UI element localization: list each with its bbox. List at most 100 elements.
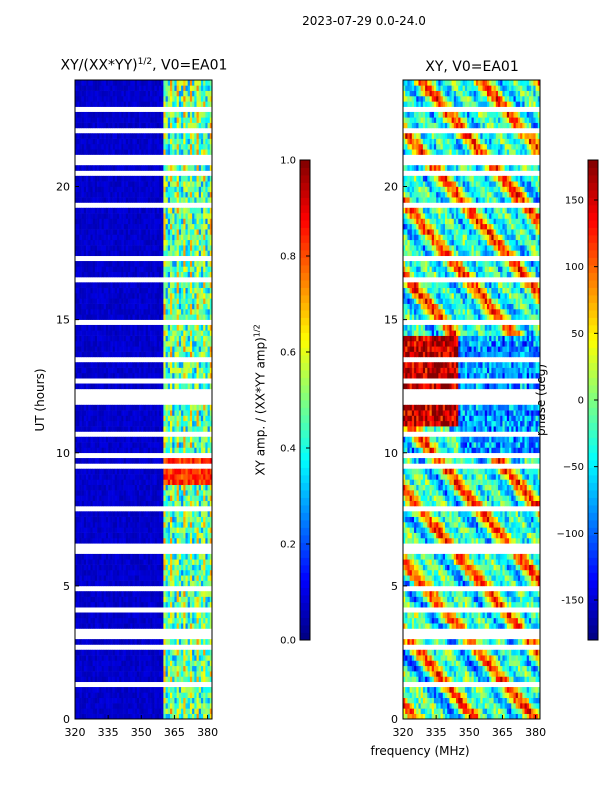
amp-heatmap-cell bbox=[181, 197, 184, 203]
amp-heatmap-cell bbox=[130, 426, 133, 432]
amp-heatmap-cell bbox=[134, 617, 138, 624]
amp-heatmap-cell bbox=[125, 287, 129, 294]
amp-heatmap-cell bbox=[141, 617, 144, 624]
amp-heatmap-cell bbox=[163, 415, 166, 422]
amp-heatmap-cell bbox=[103, 346, 107, 352]
amp-heatmap-cell bbox=[130, 479, 133, 486]
amp-heatmap-cell bbox=[119, 676, 122, 683]
amp-heatmap-cell bbox=[112, 692, 116, 699]
amp-heatmap-cell bbox=[156, 671, 160, 677]
amp-heatmap-cell bbox=[103, 287, 107, 294]
amp-heatmap-cell bbox=[167, 601, 171, 608]
amp-heatmap-cell bbox=[141, 367, 144, 374]
amp-heatmap-cell bbox=[92, 521, 96, 528]
amp-heatmap-cell bbox=[196, 346, 200, 352]
amp-heatmap-cell bbox=[101, 218, 105, 225]
amp-heatmap-cell bbox=[152, 447, 155, 454]
amp-heatmap-cell bbox=[79, 708, 82, 714]
amp-heatmap-cell bbox=[207, 532, 211, 539]
amp-heatmap-cell bbox=[86, 458, 89, 464]
amp-heatmap-cell bbox=[116, 346, 120, 352]
amp-heatmap-cell bbox=[192, 346, 195, 352]
amp-heatmap-cell bbox=[125, 308, 129, 315]
amp-heatmap-cell bbox=[108, 708, 111, 714]
amp-heatmap-cell bbox=[178, 612, 182, 619]
amp-heatmap-cell bbox=[128, 559, 131, 565]
amp-heatmap-cell bbox=[81, 191, 85, 198]
amp-heatmap-cell bbox=[178, 340, 182, 347]
amp-heatmap-cell bbox=[77, 346, 80, 352]
amp-heatmap-cell bbox=[170, 261, 173, 267]
amp-heatmap-cell bbox=[189, 601, 193, 608]
amp-heatmap-cell bbox=[110, 426, 113, 432]
amp-heatmap-cell bbox=[154, 537, 158, 544]
amp-heatmap-cell bbox=[114, 346, 118, 352]
amp-heatmap-cell bbox=[128, 271, 131, 278]
amp-heatmap-cell bbox=[147, 575, 151, 581]
amp-heatmap-cell bbox=[81, 703, 85, 709]
amp-heatmap-cell bbox=[86, 495, 89, 501]
amp-heatmap-cell bbox=[79, 346, 82, 352]
amp-heatmap-cell bbox=[150, 330, 153, 336]
amp-heatmap-cell bbox=[103, 239, 107, 246]
amp-heatmap-cell bbox=[158, 234, 162, 241]
amp-heatmap-cell bbox=[156, 484, 160, 491]
amp-heatmap-cell bbox=[158, 660, 162, 667]
amp-heatmap-cell bbox=[205, 479, 208, 486]
amp-heatmap-cell bbox=[116, 617, 120, 624]
amp-heatmap-cell bbox=[83, 553, 87, 560]
amp-heatmap-cell bbox=[145, 697, 149, 704]
amp-heatmap-cell bbox=[207, 596, 211, 603]
amp-heatmap-cell bbox=[147, 676, 151, 683]
amp-heatmap-cell bbox=[185, 303, 188, 310]
amp-heatmap-cell bbox=[172, 351, 175, 358]
amp-heatmap-cell bbox=[203, 383, 206, 390]
amp-heatmap-cell bbox=[156, 495, 160, 501]
amp-heatmap-cell bbox=[75, 245, 78, 251]
amp-heatmap-cell bbox=[178, 282, 182, 288]
amp-heatmap-cell bbox=[156, 335, 160, 342]
amp-heatmap-cell bbox=[183, 261, 186, 267]
amp-heatmap-cell bbox=[75, 314, 78, 320]
amp-heatmap-cell bbox=[194, 303, 197, 310]
amp-heatmap-cell bbox=[90, 713, 93, 720]
amp-heatmap-cell bbox=[121, 362, 124, 368]
amp-heatmap-cell bbox=[108, 474, 111, 480]
amp-heatmap-cell bbox=[81, 591, 85, 597]
amp-heatmap-cell bbox=[105, 372, 109, 379]
amp-heatmap-cell bbox=[203, 442, 206, 448]
amp-heatmap-cell bbox=[143, 239, 147, 246]
amp-heatmap-cell bbox=[92, 580, 96, 587]
amp-heatmap-cell bbox=[88, 649, 91, 656]
amp-heatmap-cell bbox=[156, 415, 160, 422]
amp-heatmap-cell bbox=[125, 564, 129, 571]
amp-heatmap-cell bbox=[139, 537, 142, 544]
amp-heatmap-cell bbox=[207, 186, 211, 193]
amp-heatmap-cell bbox=[156, 372, 160, 379]
amp-heatmap-cell bbox=[97, 596, 100, 603]
amp-heatmap-cell bbox=[207, 293, 211, 299]
amp-heatmap-cell bbox=[116, 623, 120, 629]
amp-heatmap-cell bbox=[158, 569, 162, 576]
amp-heatmap-cell bbox=[90, 468, 93, 475]
amp-heatmap-cell bbox=[192, 197, 195, 203]
amp-heatmap-cell bbox=[125, 351, 129, 358]
amp-heatmap-cell bbox=[158, 474, 162, 480]
amp-heatmap-cell bbox=[198, 697, 202, 704]
amp-heatmap-cell bbox=[103, 340, 107, 347]
amp-heatmap-cell bbox=[99, 537, 102, 544]
amp-heatmap-cell bbox=[209, 580, 213, 587]
amp-heatmap-cell bbox=[154, 612, 158, 619]
amp-heatmap-cell bbox=[116, 234, 120, 241]
amp-heatmap-cell bbox=[196, 324, 200, 331]
amp-heatmap-cell bbox=[187, 415, 191, 422]
amp-heatmap-cell bbox=[90, 293, 93, 299]
amp-heatmap-cell bbox=[136, 612, 140, 619]
amp-heatmap-cell bbox=[141, 479, 144, 486]
amp-heatmap-cell bbox=[99, 436, 102, 443]
amp-heatmap-cell bbox=[94, 367, 98, 374]
amp-heatmap-cell bbox=[156, 362, 160, 368]
amp-heatmap-cell bbox=[209, 293, 213, 299]
amp-heatmap-cell bbox=[130, 223, 133, 230]
amp-heatmap-cell bbox=[154, 516, 158, 523]
